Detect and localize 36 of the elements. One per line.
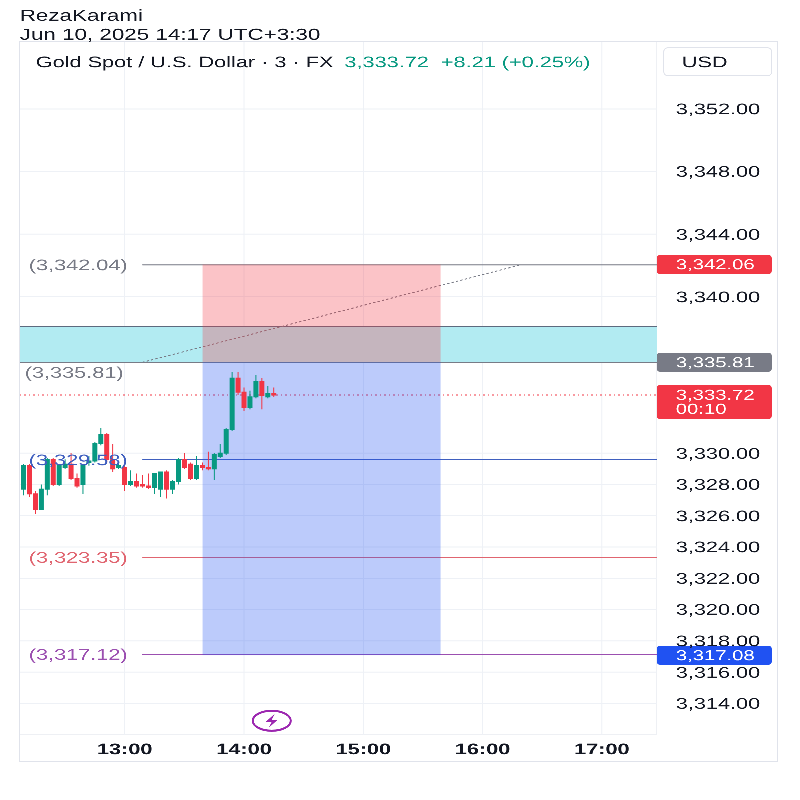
series-label: (3,317.12) xyxy=(29,646,128,664)
text: Gold Spot / U.S. Dollar · 3 · FX xyxy=(36,53,334,71)
x-tick-label: 15:00 xyxy=(336,740,392,758)
candlestick xyxy=(194,456,200,481)
y-tick-label: 3,326.00 xyxy=(676,507,760,525)
x-tick-label: 17:00 xyxy=(574,740,630,758)
ref-line-label: 3,333.72 00:10 xyxy=(676,387,755,418)
candlestick xyxy=(21,464,26,496)
y-tick-label: 3,314.00 xyxy=(676,695,760,712)
text: RezaKarami xyxy=(20,6,144,26)
y-tick-label: 3,348.00 xyxy=(676,163,760,180)
band-label: (3,335.81) xyxy=(25,364,124,382)
y-tick-label: 3,318.00 xyxy=(676,632,760,650)
series-label: (3,323.35) xyxy=(29,548,128,566)
annotation: 3,317.08 xyxy=(676,647,756,664)
ref-line-label: 3,335.81 xyxy=(676,354,755,371)
y-tick-label: 3,320.00 xyxy=(676,601,760,618)
candlestick xyxy=(266,386,271,400)
candlestick xyxy=(164,470,170,500)
y-tick-label: 3,324.00 xyxy=(676,538,760,556)
annotation: 3,342.06 xyxy=(676,256,756,273)
y-tick-label: 3,316.00 xyxy=(676,664,760,682)
annotation: Jun 10, 2025 14:17 UTC+3:30 xyxy=(20,26,321,44)
y-tick-label: 3,330.00 xyxy=(676,444,760,462)
candlestick xyxy=(128,470,134,487)
x-tick-label: 13:00 xyxy=(97,740,153,758)
y-tick-label: 3,328.00 xyxy=(676,476,760,494)
y-axis-title: USD xyxy=(682,53,728,71)
x-tick-label: 16:00 xyxy=(455,740,511,758)
y-tick-label: 3,340.00 xyxy=(676,288,760,306)
text: 3,333.72 +8.21 (+0.25%) xyxy=(344,53,591,71)
y-tick-label: 3,344.00 xyxy=(676,226,760,244)
y-tick-label: 3,322.00 xyxy=(676,570,760,588)
series-label: (3,342.04) xyxy=(29,256,128,274)
x-tick-label: 14:00 xyxy=(216,740,272,758)
y-tick-label: 3,352.00 xyxy=(676,100,760,118)
